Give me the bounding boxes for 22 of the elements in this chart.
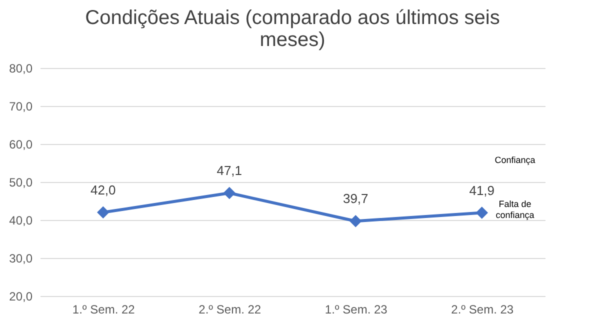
y-tick-label: 70,0 — [9, 100, 33, 114]
data-label: 41,9 — [469, 182, 495, 198]
point — [97, 206, 110, 219]
y-tick-label: 30,0 — [9, 252, 33, 266]
point — [476, 206, 488, 219]
data-label: 39,7 — [342, 191, 368, 206]
x-tick-label: 1.º Sem. 22 — [72, 302, 136, 316]
annotation: Falta de confiança — [496, 199, 534, 220]
annotation: Confiança — [494, 155, 536, 165]
data-label: 42,0 — [90, 182, 116, 198]
chart-title: Condições Atuais (comparado aos últimos seis meses) — [85, 7, 500, 51]
point — [223, 186, 236, 200]
x-tick-label: 2.º Sem. 22 — [198, 302, 262, 316]
y-tick-label: 20,0 — [9, 290, 33, 304]
y-tick-label: 80,0 — [9, 62, 33, 76]
x-tick-label: 2.º Sem. 23 — [451, 302, 514, 316]
point — [350, 215, 362, 228]
y-tick-label: 60,0 — [9, 138, 33, 152]
y-tick-label: 40,0 — [9, 214, 33, 228]
data-label: 47,1 — [216, 163, 242, 178]
y-tick-label: 50,0 — [9, 176, 33, 190]
x-tick-label: 1.º Sem. 23 — [324, 302, 388, 316]
